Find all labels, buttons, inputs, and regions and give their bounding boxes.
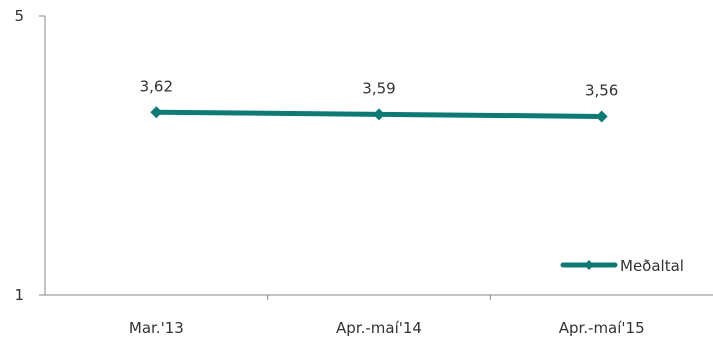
data-label: 3,62 bbox=[140, 77, 173, 95]
axes bbox=[44, 16, 713, 296]
legend-label: Meðaltal bbox=[620, 257, 684, 275]
legend-swatch-marker bbox=[584, 260, 594, 270]
data-label: 3,59 bbox=[362, 79, 395, 97]
x-tick-label: Apr.-maí'15 bbox=[559, 319, 645, 337]
x-tick-labels: Mar.'13 Apr.-maí'14 Apr.-maí'15 bbox=[129, 319, 645, 337]
y-tick-label: 5 bbox=[14, 7, 24, 25]
y-ticks: 15 bbox=[14, 7, 45, 304]
series-point bbox=[373, 108, 385, 121]
data-labels: 3,62 3,59 3,56 bbox=[140, 77, 619, 99]
series-point bbox=[150, 106, 163, 119]
data-label: 3,56 bbox=[585, 81, 618, 99]
series-point bbox=[595, 110, 608, 123]
y-tick-label: 1 bbox=[14, 286, 24, 304]
x-ticks bbox=[267, 295, 491, 300]
x-tick-label: Apr.-maí'14 bbox=[336, 319, 422, 337]
legend: Meðaltal bbox=[560, 257, 684, 275]
x-tick-label: Mar.'13 bbox=[129, 319, 184, 337]
series-layer bbox=[150, 106, 608, 123]
